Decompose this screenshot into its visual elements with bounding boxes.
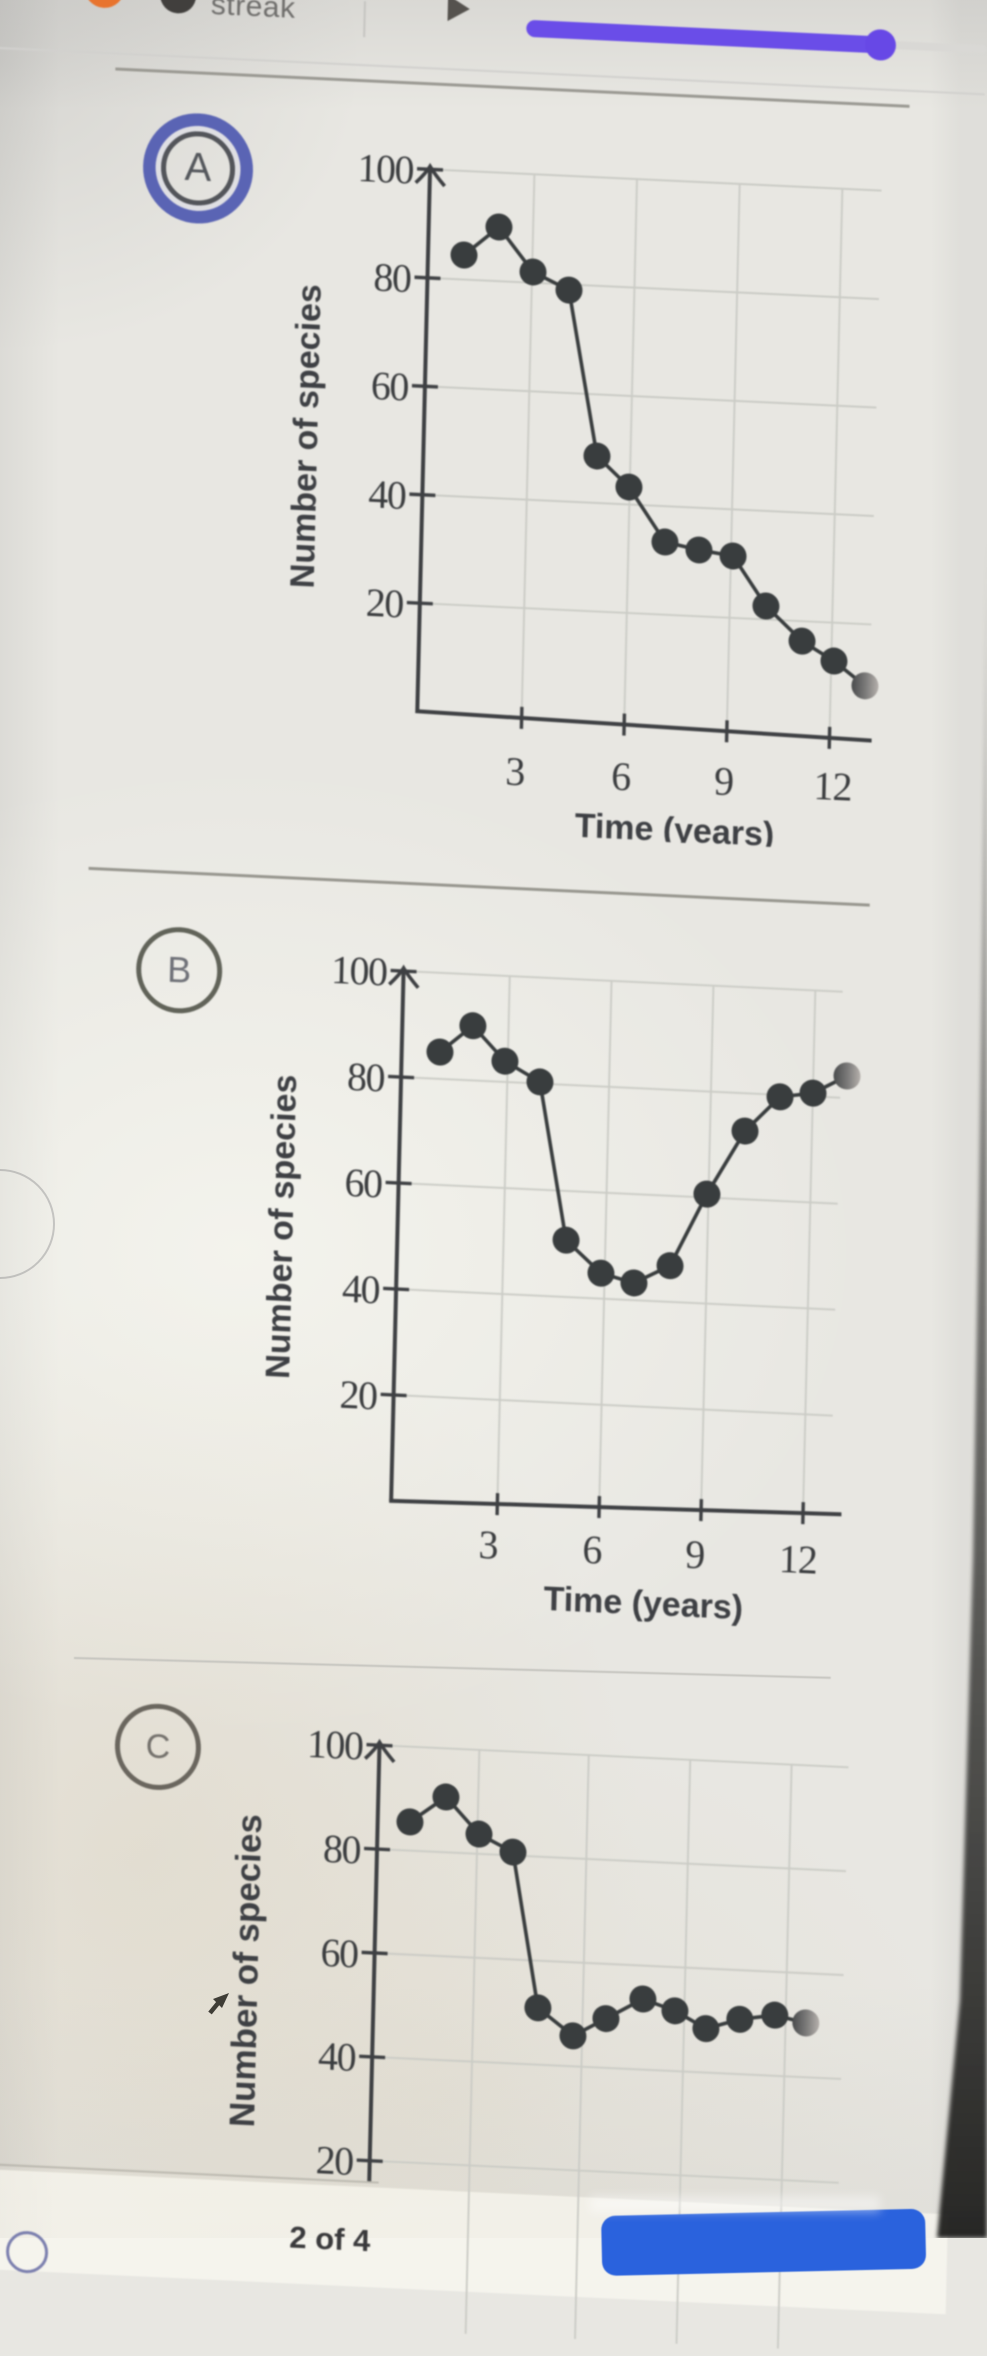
svg-text:80: 80 — [323, 1826, 362, 1873]
svg-text:Time (years): Time (years) — [574, 807, 774, 854]
svg-text:Time (years): Time (years) — [543, 1580, 743, 1627]
svg-text:40: 40 — [342, 1265, 381, 1312]
svg-text:80: 80 — [347, 1053, 386, 1100]
svg-text:80: 80 — [373, 254, 412, 301]
svg-text:3: 3 — [478, 1522, 498, 1568]
svg-text:9: 9 — [714, 758, 734, 804]
svg-text:60: 60 — [370, 363, 409, 410]
svg-text:9: 9 — [685, 1531, 705, 1577]
svg-text:20: 20 — [315, 2137, 354, 2184]
svg-text:100: 100 — [331, 947, 388, 995]
svg-text:100: 100 — [357, 145, 414, 193]
svg-text:6: 6 — [611, 753, 631, 799]
svg-text:60: 60 — [344, 1159, 383, 1206]
svg-text:12: 12 — [778, 1536, 817, 1583]
svg-text:40: 40 — [318, 2033, 357, 2080]
svg-text:60: 60 — [320, 1929, 359, 1976]
svg-text:20: 20 — [339, 1371, 378, 1418]
svg-text:3: 3 — [505, 748, 525, 794]
svg-text:20: 20 — [365, 580, 404, 627]
svg-text:40: 40 — [368, 471, 407, 518]
svg-text:6: 6 — [582, 1527, 602, 1573]
svg-text:100: 100 — [307, 1721, 364, 1769]
svg-text:12: 12 — [813, 763, 852, 810]
